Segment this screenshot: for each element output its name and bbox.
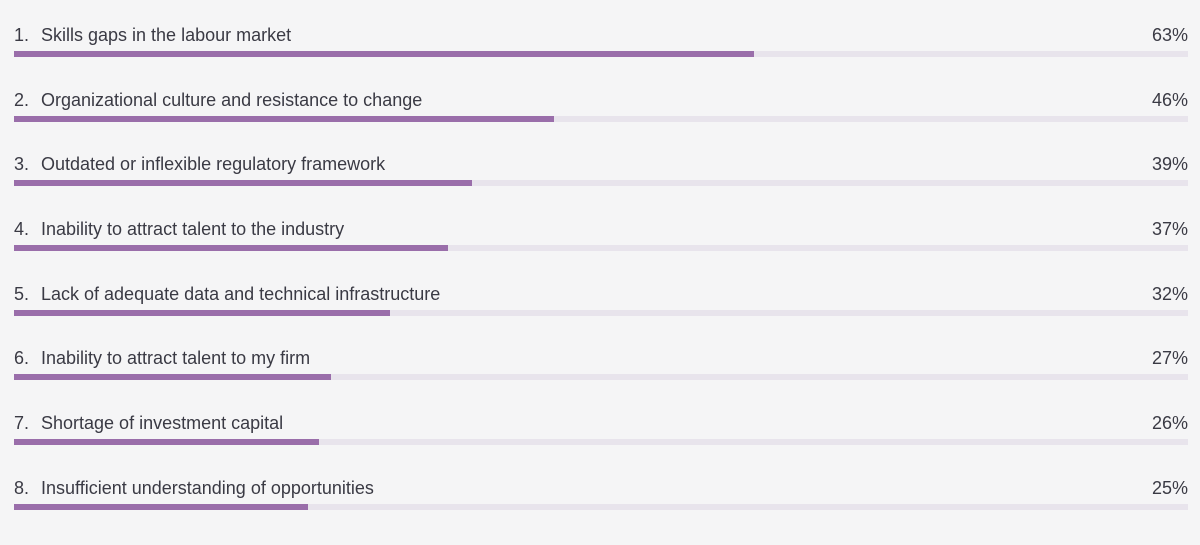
- bar-label: 7. Shortage of investment capital: [14, 411, 283, 435]
- bar-rank: 1.: [14, 25, 30, 45]
- bar-rank: 3.: [14, 154, 30, 174]
- bar-fill: [14, 374, 331, 380]
- bar-label-text: Lack of adequate data and technical infr…: [41, 284, 441, 304]
- bar-label-text: Inability to attract talent to the indus…: [41, 219, 345, 239]
- bar-fill: [14, 504, 308, 510]
- bar-label: 8. Insufficient understanding of opportun…: [14, 476, 374, 500]
- bar-value-label: 39%: [1151, 154, 1188, 174]
- bar-value-label: 37%: [1151, 219, 1188, 239]
- bar-value-label: 32%: [1151, 284, 1188, 304]
- bar-value-label: 25%: [1151, 478, 1188, 498]
- bar-track: [14, 180, 1188, 186]
- bar-label: 4. Inability to attract talent to the ind…: [14, 217, 344, 241]
- bar-value-label: 46%: [1151, 90, 1188, 110]
- bar-rank: 2.: [14, 90, 30, 110]
- bar-value-label: 26%: [1151, 413, 1188, 433]
- bar-fill: [14, 51, 754, 57]
- bar-value-label: 27%: [1151, 348, 1188, 368]
- bar-label-text: Organizational culture and resistance to…: [41, 90, 423, 110]
- bar-track: [14, 245, 1188, 251]
- bar-row: 3. Outdated or inflexible regulatory fram…: [14, 152, 1188, 202]
- bar-row: 2. Organizational culture and resistance …: [14, 88, 1188, 138]
- bar-fill: [14, 310, 390, 316]
- bar-track: [14, 310, 1188, 316]
- bar-rank: 8.: [14, 478, 30, 498]
- bar-label-text: Skills gaps in the labour market: [41, 25, 292, 45]
- bar-track: [14, 504, 1188, 510]
- bar-value-label: 63%: [1151, 25, 1188, 45]
- bar-label-text: Inability to attract talent to my firm: [41, 348, 311, 368]
- bar-label: 6. Inability to attract talent to my firm: [14, 346, 310, 370]
- bar-row: 1. Skills gaps in the labour market 63%: [14, 23, 1188, 73]
- bar-rank: 5.: [14, 284, 30, 304]
- bar-row: 5. Lack of adequate data and technical in…: [14, 282, 1188, 332]
- bar-fill: [14, 116, 555, 122]
- bar-label-text: Outdated or inflexible regulatory framew…: [41, 154, 386, 174]
- bar-row: 4. Inability to attract talent to the ind…: [14, 217, 1188, 267]
- bar-rank: 7.: [14, 413, 30, 433]
- bar-label-text: Shortage of investment capital: [41, 413, 284, 433]
- bar-label: 1. Skills gaps in the labour market: [14, 23, 291, 47]
- bar-track: [14, 51, 1188, 57]
- bar-row: 8. Insufficient understanding of opportun…: [14, 476, 1188, 526]
- bar-label: 5. Lack of adequate data and technical in…: [14, 282, 440, 306]
- bar-label: 2. Organizational culture and resistance …: [14, 88, 422, 112]
- bar-track: [14, 374, 1188, 380]
- bar-track: [14, 116, 1188, 122]
- bar-row: 6. Inability to attract talent to my firm…: [14, 346, 1188, 396]
- bar-rank: 4.: [14, 219, 30, 239]
- bar-label-text: Insufficient understanding of opportunit…: [41, 478, 374, 498]
- bar-track: [14, 439, 1188, 445]
- bar-rank: 6.: [14, 348, 30, 368]
- bar-label: 3. Outdated or inflexible regulatory fram…: [14, 152, 385, 176]
- bar-row: 7. Shortage of investment capital 26%: [14, 411, 1188, 461]
- bar-fill: [14, 180, 472, 186]
- bar-fill: [14, 245, 449, 251]
- bar-fill: [14, 439, 320, 445]
